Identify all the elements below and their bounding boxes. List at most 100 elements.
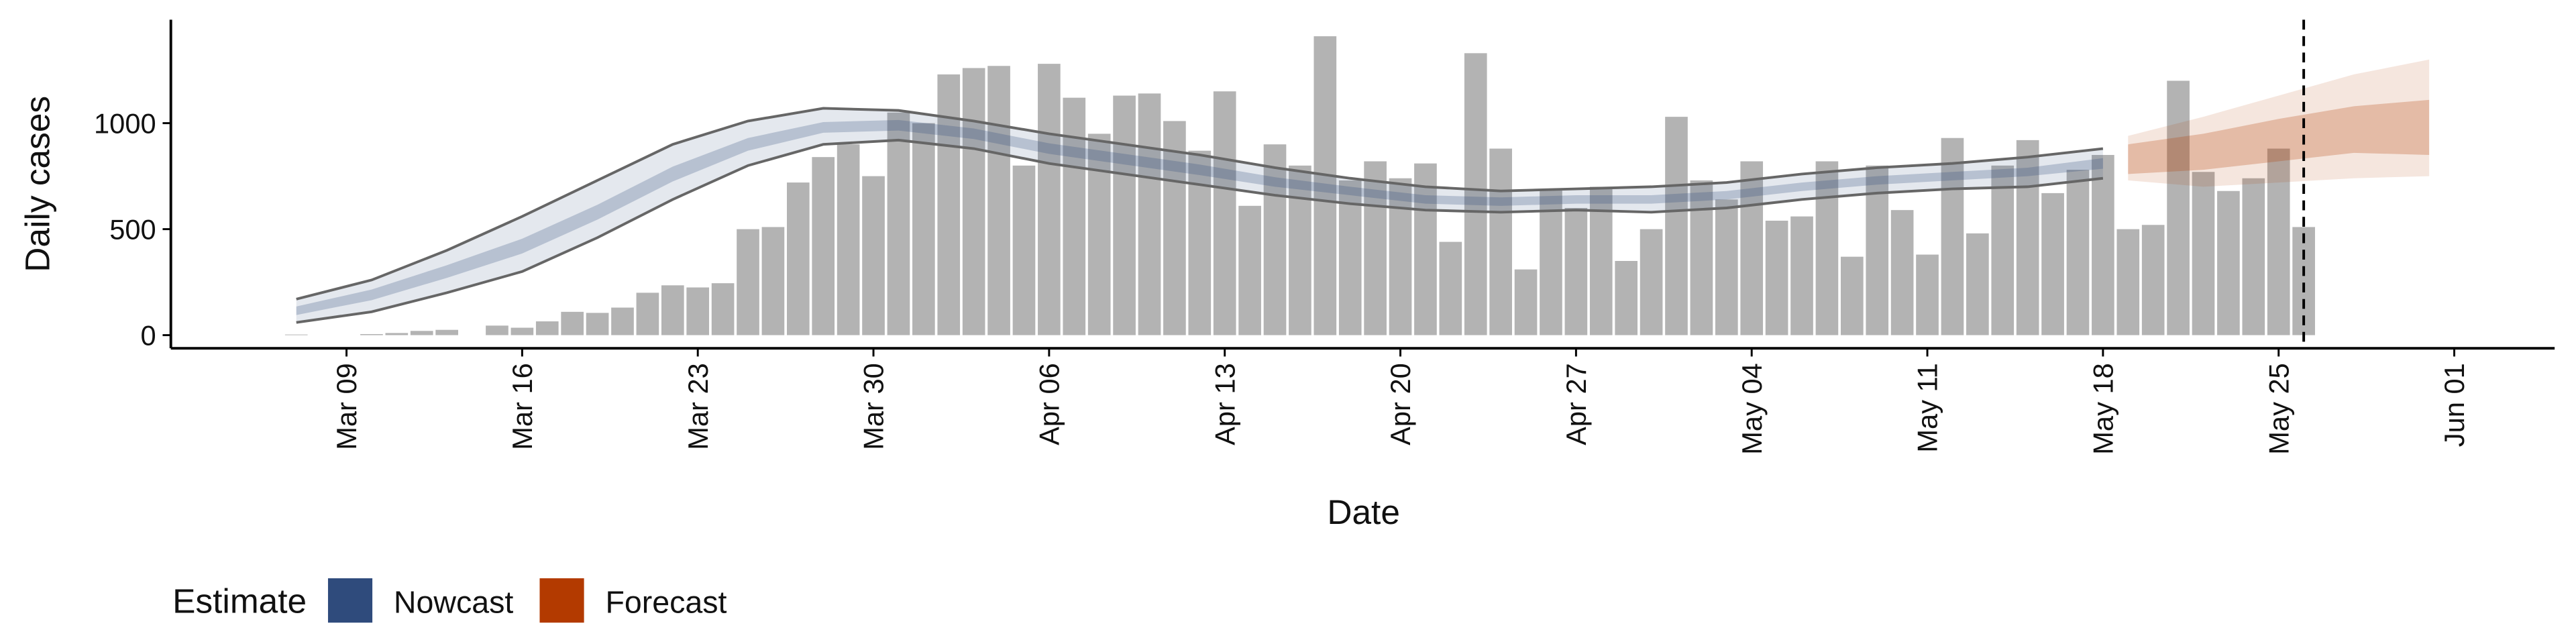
bar <box>1113 95 1136 335</box>
bar <box>1289 165 1311 335</box>
bar <box>786 182 810 335</box>
bar <box>1966 233 1989 335</box>
bar <box>2141 225 2165 335</box>
bar <box>1715 199 1738 335</box>
x-tick-label: Apr 13 <box>1209 363 1240 445</box>
x-tick-label: May 11 <box>1912 363 1943 452</box>
bar <box>1514 269 1538 335</box>
bar <box>1815 161 1839 335</box>
bar <box>1564 207 1588 335</box>
x-axis-title: Date <box>1327 492 1400 531</box>
bar <box>360 334 383 335</box>
x-tick-label: Jun 01 <box>2438 363 2470 447</box>
bar <box>2242 178 2265 335</box>
bar <box>1213 91 1236 335</box>
bar <box>1740 161 1764 335</box>
y-tick-label: 1000 <box>94 107 156 139</box>
bar <box>1489 148 1512 335</box>
bar <box>1238 205 1261 335</box>
bar <box>2192 172 2215 335</box>
y-tick-label: 500 <box>109 213 156 245</box>
bar <box>2116 229 2140 335</box>
legend-label: Nowcast <box>394 584 513 619</box>
bar <box>887 112 910 335</box>
ribbon-50 <box>2128 99 2430 174</box>
x-tick-label: Apr 20 <box>1385 363 1416 445</box>
bar <box>2092 154 2114 335</box>
bar <box>1765 220 1788 335</box>
bar <box>410 331 433 335</box>
bar <box>912 123 935 335</box>
bar <box>1840 256 1864 335</box>
bar <box>1012 165 1036 335</box>
x-tick-label: Mar 23 <box>682 363 714 450</box>
bar <box>711 283 735 335</box>
bar <box>1439 241 1462 335</box>
bar <box>937 74 961 335</box>
y-axis-title: Daily cases <box>17 96 56 272</box>
bar <box>486 325 508 335</box>
bar <box>1540 189 1562 335</box>
x-tick-label: Mar 16 <box>506 363 538 450</box>
bar <box>737 229 759 335</box>
bar <box>1188 150 1212 335</box>
ribbon-edge <box>296 138 2104 324</box>
x-tick-label: Mar 09 <box>331 363 362 450</box>
legend-swatch <box>327 578 373 623</box>
bar <box>561 311 584 335</box>
bar <box>1087 133 1111 335</box>
bar <box>2016 140 2039 335</box>
bar <box>812 157 835 335</box>
bar <box>1389 178 1412 335</box>
bar <box>1991 165 2015 335</box>
x-tick-label: Apr 06 <box>1034 363 1065 445</box>
bar <box>837 144 860 335</box>
bar <box>987 66 1010 335</box>
x-tick-label: May 04 <box>1736 363 1768 455</box>
bar <box>1464 53 1487 335</box>
legend-title: Estimate <box>172 581 307 620</box>
x-tick-label: May 18 <box>2088 363 2119 455</box>
bar <box>1414 163 1437 335</box>
ribbon-90 <box>296 108 2103 323</box>
bar <box>1916 254 1939 335</box>
bar <box>2167 80 2190 335</box>
bar <box>535 321 559 335</box>
x-tick-label: Apr 27 <box>1560 363 1592 445</box>
bar <box>1338 180 1362 335</box>
bar <box>2066 170 2090 335</box>
bar <box>1640 229 1663 335</box>
bar <box>435 329 458 335</box>
bar <box>636 292 659 335</box>
bar <box>1941 138 1964 335</box>
bar <box>2217 191 2240 335</box>
bar <box>2267 148 2290 335</box>
bar <box>962 68 985 335</box>
bar <box>1615 260 1638 335</box>
bar <box>586 313 609 335</box>
bar <box>1890 210 1914 335</box>
ribbon-edge <box>296 107 2104 301</box>
bar <box>511 327 534 335</box>
bar <box>1364 161 1387 335</box>
bar <box>1138 93 1161 335</box>
x-tick-label: May 25 <box>2263 363 2294 455</box>
bar <box>611 307 634 335</box>
bar <box>1038 64 1061 335</box>
bar <box>862 176 885 335</box>
bar <box>1063 97 1086 335</box>
bar <box>1790 216 1813 335</box>
legend-swatch <box>539 578 584 623</box>
bar <box>761 227 785 335</box>
bar <box>686 287 710 335</box>
legend-label: Forecast <box>605 584 727 619</box>
bar <box>1665 117 1688 335</box>
bar <box>1263 144 1287 335</box>
bar <box>1163 121 1186 335</box>
bar <box>1690 180 1713 335</box>
bar <box>385 333 409 335</box>
y-tick-label: 0 <box>140 319 156 351</box>
bar <box>1313 36 1337 335</box>
x-tick-label: Mar 30 <box>858 363 890 450</box>
